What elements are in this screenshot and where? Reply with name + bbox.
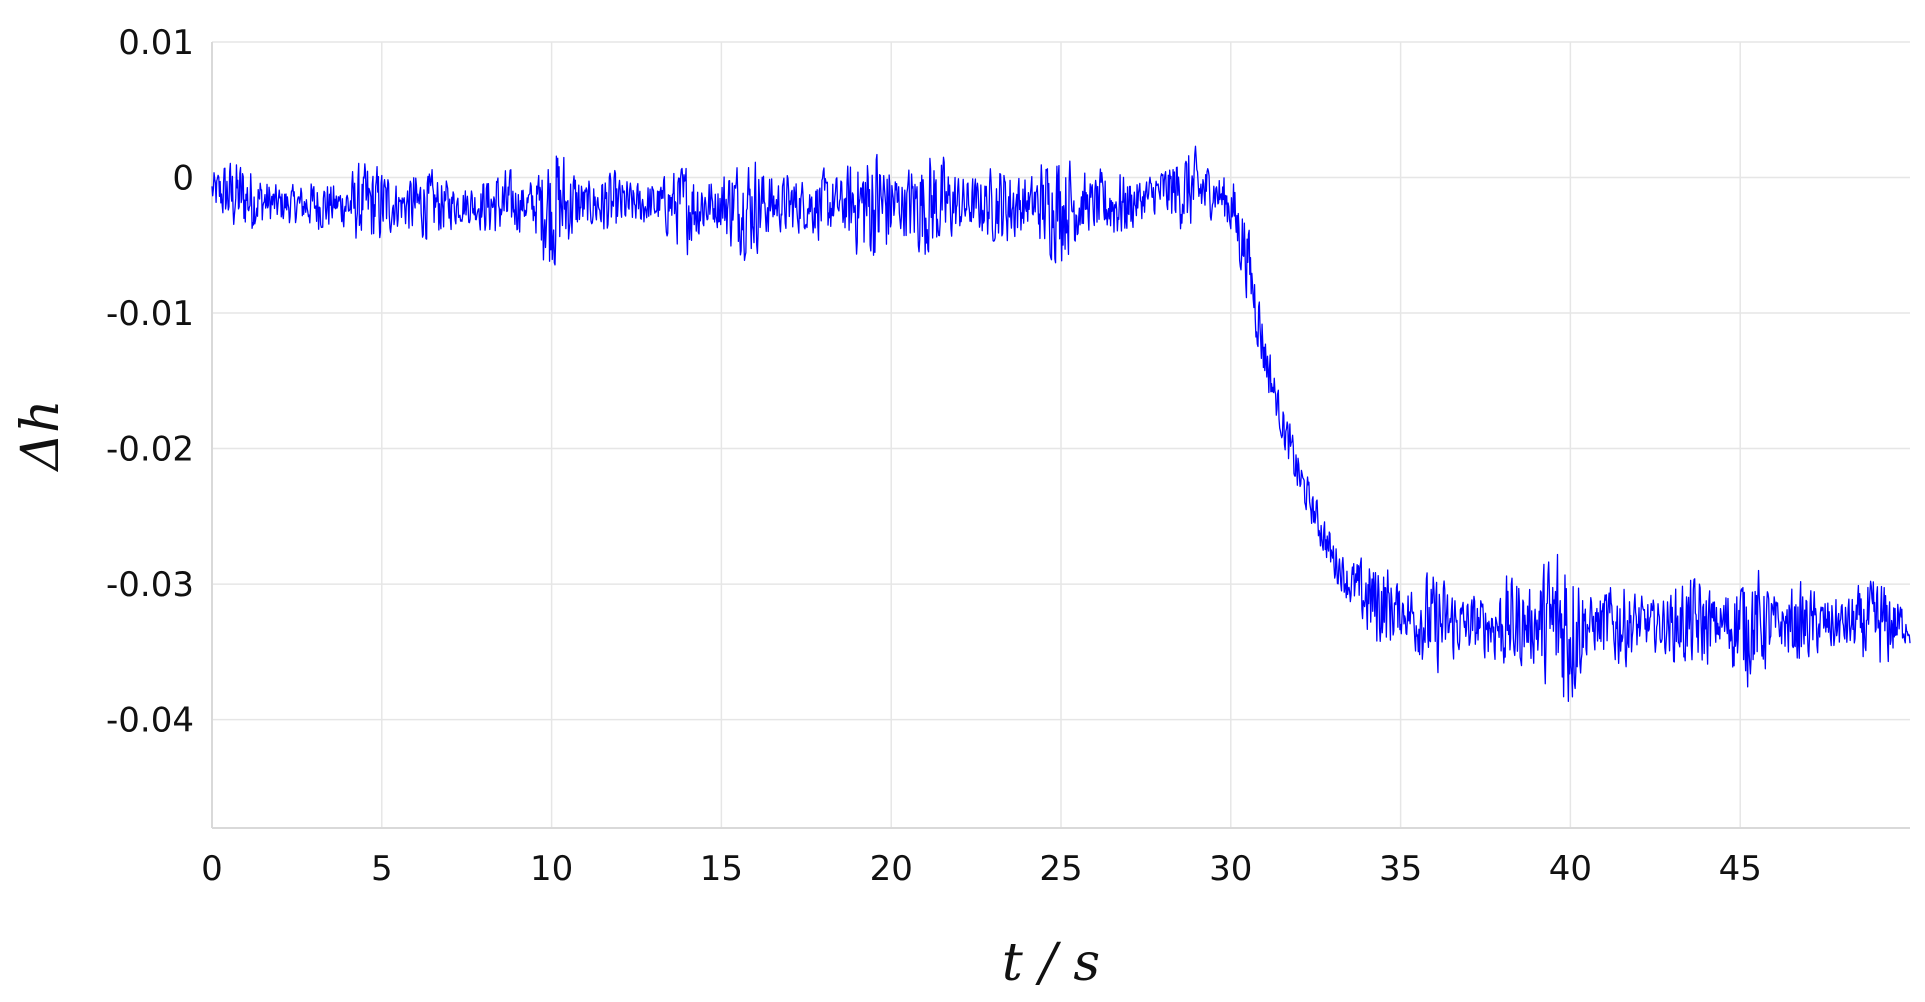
series-line-0	[211, 145, 1911, 703]
x-tick-label: 0	[201, 849, 223, 889]
plot-frame	[211, 42, 1910, 829]
y-tick-label: -0.03	[106, 565, 194, 605]
x-tick-label: 35	[1379, 849, 1422, 889]
x-tick-label: 45	[1719, 849, 1762, 889]
y-tick-label: -0.04	[106, 701, 194, 741]
x-tick-label: 15	[700, 849, 743, 889]
y-tick-label: -0.01	[106, 294, 194, 334]
y-tick-label: -0.02	[106, 430, 194, 470]
x-tick-labels: 0 5 10 15 20 25 30 35 40 45	[201, 849, 1762, 889]
y-tick-labels: 0.01 0 -0.01 -0.02 -0.03 -0.04	[106, 23, 194, 741]
grid-lines	[211, 41, 1910, 828]
x-tick-label: 20	[870, 849, 913, 889]
y-tick-label: 0.01	[118, 23, 194, 63]
x-tick-label: 5	[371, 849, 393, 889]
x-tick-label: 40	[1549, 849, 1592, 889]
x-tick-label: 10	[530, 849, 573, 889]
series-layer	[211, 145, 1911, 703]
y-tick-label: 0	[172, 159, 194, 199]
x-axis-title: t / s	[1002, 933, 1100, 993]
y-axis-title: Δh	[11, 399, 71, 472]
x-tick-label: 25	[1039, 849, 1082, 889]
x-tick-label: 30	[1209, 849, 1252, 889]
